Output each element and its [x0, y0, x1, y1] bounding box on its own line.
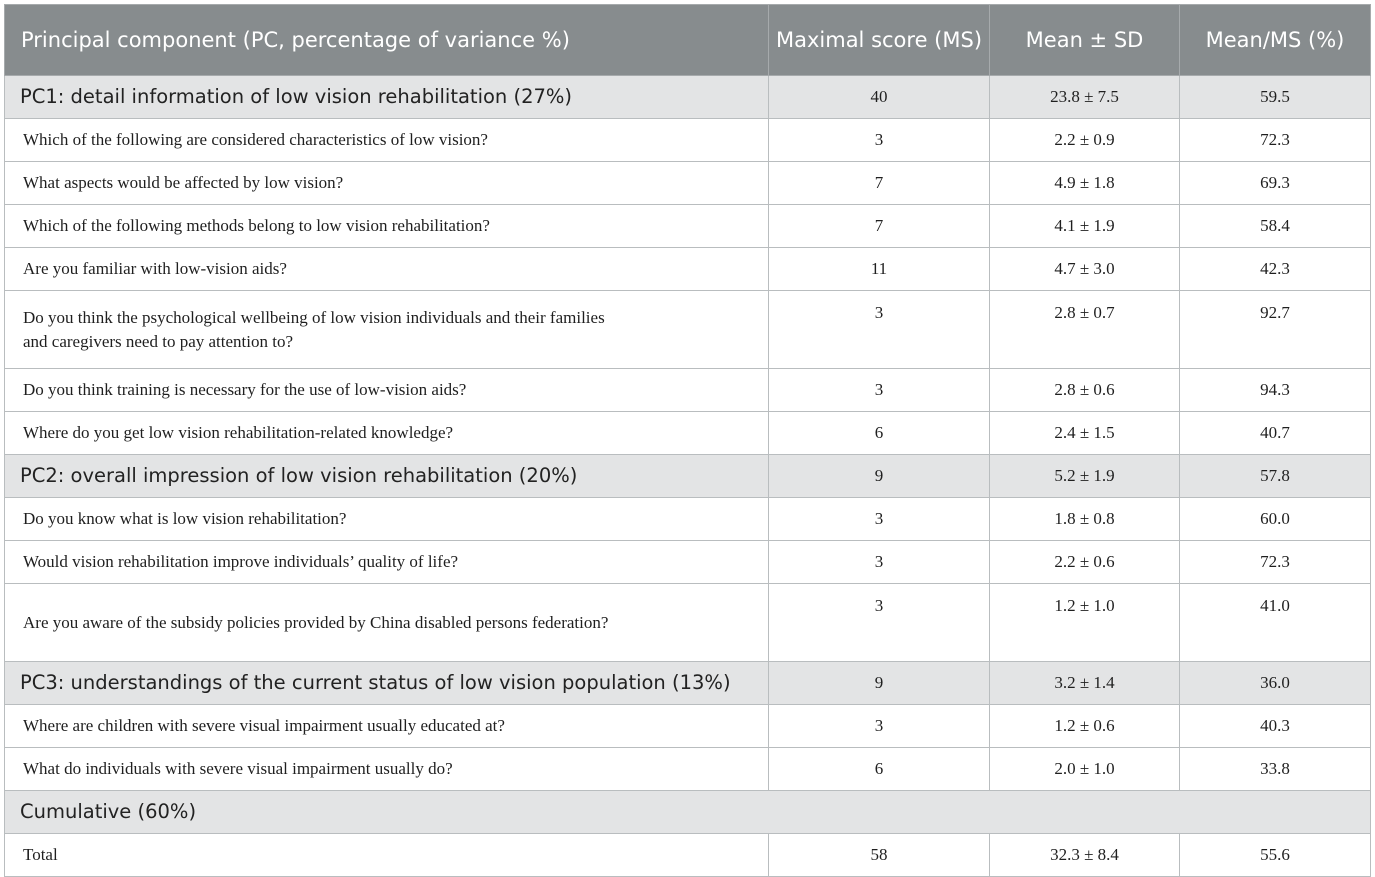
cell-mean-sd: 2.8 ± 0.6 — [989, 368, 1180, 412]
cell-mean-sd: 2.2 ± 0.6 — [989, 540, 1180, 584]
cell-mean-ms: 92.7 — [1179, 290, 1371, 369]
cell-question: Do you think the psychological wellbeing… — [4, 290, 769, 369]
cell-mean-sd: 2.2 ± 0.9 — [989, 118, 1180, 162]
table-row: Do you know what is low vision rehabilit… — [4, 497, 1371, 541]
cell-question: Which of the following are considered ch… — [4, 118, 769, 162]
cell-mean-ms: 40.7 — [1179, 411, 1371, 455]
cell-mean-ms: 57.8 — [1179, 454, 1371, 498]
cell-ms: 3 — [768, 497, 990, 541]
cell-question: What do individuals with severe visual i… — [4, 747, 769, 791]
cell-question: Would vision rehabilitation improve indi… — [4, 540, 769, 584]
cell-ms: 11 — [768, 247, 990, 291]
cell-mean-sd: 1.2 ± 1.0 — [989, 583, 1180, 662]
table-body: PC1: detail information of low vision re… — [4, 75, 1371, 877]
table-row: Are you familiar with low-vision aids? 1… — [4, 247, 1371, 291]
table-row: What aspects would be affected by low vi… — [4, 161, 1371, 205]
cell-mean-ms: 40.3 — [1179, 704, 1371, 748]
cell-question: Are you aware of the subsidy policies pr… — [4, 583, 769, 662]
cell-mean-ms: 60.0 — [1179, 497, 1371, 541]
cell-ms: 7 — [768, 204, 990, 248]
cell-mean-sd: 2.4 ± 1.5 — [989, 411, 1180, 455]
cell-question: What aspects would be affected by low vi… — [4, 161, 769, 205]
header-component: Principal component (PC, percentage of v… — [4, 4, 769, 76]
total-label: Total — [4, 833, 769, 877]
cell-ms: 3 — [768, 368, 990, 412]
header-mean-ms: Mean/MS (%) — [1179, 4, 1371, 76]
cell-ms: 3 — [768, 704, 990, 748]
cell-mean-sd: 4.9 ± 1.8 — [989, 161, 1180, 205]
cell-mean-sd: 1.2 ± 0.6 — [989, 704, 1180, 748]
cell-mean-sd: 2.0 ± 1.0 — [989, 747, 1180, 791]
cell-mean-ms: 41.0 — [1179, 583, 1371, 662]
cell-mean-sd: 5.2 ± 1.9 — [989, 454, 1180, 498]
table-row: Which of the following are considered ch… — [4, 118, 1371, 162]
cell-mean-sd: 3.2 ± 1.4 — [989, 661, 1180, 705]
table-row: Do you think the psychological wellbeing… — [4, 290, 1371, 369]
cell-ms: 40 — [768, 75, 990, 119]
cell-question: Which of the following methods belong to… — [4, 204, 769, 248]
cell-ms: 9 — [768, 454, 990, 498]
cell-ms: 9 — [768, 661, 990, 705]
cell-mean-sd: 1.8 ± 0.8 — [989, 497, 1180, 541]
cell-ms: 58 — [768, 833, 990, 877]
section-row-pc3: PC3: understandings of the current statu… — [4, 661, 1371, 705]
cell-mean-ms: 72.3 — [1179, 540, 1371, 584]
table-row: Would vision rehabilitation improve indi… — [4, 540, 1371, 584]
header-maximal-score: Maximal score (MS) — [768, 4, 990, 76]
cell-mean-ms: 59.5 — [1179, 75, 1371, 119]
cell-mean-sd: 4.1 ± 1.9 — [989, 204, 1180, 248]
section-row-pc2: PC2: overall impression of low vision re… — [4, 454, 1371, 498]
section-label: PC2: overall impression of low vision re… — [4, 454, 769, 498]
table-row: Which of the following methods belong to… — [4, 204, 1371, 248]
cell-ms: 3 — [768, 290, 990, 369]
cell-question: Do you think training is necessary for t… — [4, 368, 769, 412]
table-row: Where do you get low vision rehabilitati… — [4, 411, 1371, 455]
results-table: Principal component (PC, percentage of v… — [4, 4, 1371, 877]
section-row-pc1: PC1: detail information of low vision re… — [4, 75, 1371, 119]
cell-mean-ms: 42.3 — [1179, 247, 1371, 291]
cell-question: Where do you get low vision rehabilitati… — [4, 411, 769, 455]
table-row: Are you aware of the subsidy policies pr… — [4, 583, 1371, 662]
cell-mean-sd: 23.8 ± 7.5 — [989, 75, 1180, 119]
cell-ms: 6 — [768, 411, 990, 455]
cell-question: Where are children with severe visual im… — [4, 704, 769, 748]
cell-ms: 7 — [768, 161, 990, 205]
total-row: Total 58 32.3 ± 8.4 55.6 — [4, 833, 1371, 877]
header-row: Principal component (PC, percentage of v… — [4, 4, 1371, 76]
cell-mean-ms: 36.0 — [1179, 661, 1371, 705]
table-row: Where are children with severe visual im… — [4, 704, 1371, 748]
cell-mean-sd: 4.7 ± 3.0 — [989, 247, 1180, 291]
cell-mean-ms: 58.4 — [1179, 204, 1371, 248]
cell-question: Are you familiar with low-vision aids? — [4, 247, 769, 291]
section-row-cumulative: Cumulative (60%) — [4, 790, 1371, 834]
cell-mean-ms: 72.3 — [1179, 118, 1371, 162]
cell-mean-ms: 94.3 — [1179, 368, 1371, 412]
cell-mean-ms: 55.6 — [1179, 833, 1371, 877]
table-row: What do individuals with severe visual i… — [4, 747, 1371, 791]
header-mean-sd: Mean ± SD — [989, 4, 1180, 76]
cell-ms: 6 — [768, 747, 990, 791]
cell-ms: 3 — [768, 540, 990, 584]
cell-mean-sd: 32.3 ± 8.4 — [989, 833, 1180, 877]
cumulative-label: Cumulative (60%) — [4, 790, 1371, 834]
section-label: PC1: detail information of low vision re… — [4, 75, 769, 119]
cell-ms: 3 — [768, 583, 990, 662]
cell-mean-sd: 2.8 ± 0.7 — [989, 290, 1180, 369]
table-header: Principal component (PC, percentage of v… — [4, 4, 1371, 76]
section-label: PC3: understandings of the current statu… — [4, 661, 769, 705]
cell-mean-ms: 33.8 — [1179, 747, 1371, 791]
table-row: Do you think training is necessary for t… — [4, 368, 1371, 412]
cell-mean-ms: 69.3 — [1179, 161, 1371, 205]
cell-question: Do you know what is low vision rehabilit… — [4, 497, 769, 541]
cell-ms: 3 — [768, 118, 990, 162]
